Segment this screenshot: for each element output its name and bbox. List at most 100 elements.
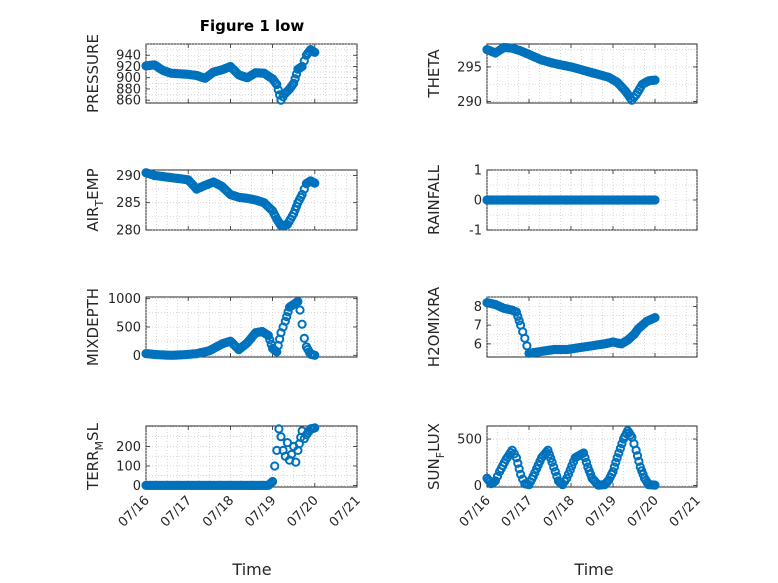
data-point [490, 476, 500, 486]
x-tick-label: 07/18 [200, 493, 237, 530]
data-point [581, 457, 592, 467]
y-axis-label-h2omixra: H2OMIXRA [425, 286, 443, 367]
y-tick-label: 900 [116, 71, 141, 86]
data-point [631, 445, 641, 455]
y-tick-label: 860 [116, 94, 141, 109]
x-tick-label: 07/17 [158, 493, 195, 530]
panel-h2omixra: 6 7 8 H2OMIXRA [425, 286, 698, 367]
data-point [295, 305, 305, 315]
data-point [310, 423, 320, 433]
y-tick-label: 8 [474, 300, 482, 315]
x-axis-label-right: Time [573, 560, 613, 579]
data-point [516, 469, 526, 479]
data-point [276, 432, 286, 442]
y-tick-label: 295 [457, 60, 482, 75]
data-point [547, 457, 557, 467]
data-point [310, 178, 320, 188]
y-tick-label: 500 [116, 321, 141, 336]
data-point [580, 453, 590, 463]
y-tick-label: 0 [474, 194, 482, 209]
panel-mixdepth: 0 500 1000 MIXDEPTH [84, 288, 358, 366]
x-tick-label: 07/20 [625, 493, 662, 530]
series-mixdepth [141, 296, 320, 360]
y-tick-label: 500 [457, 433, 482, 448]
data-point [650, 313, 660, 323]
y-tick-label: 880 [116, 82, 141, 97]
y-tick-label: 285 [116, 196, 141, 211]
data-point [549, 462, 559, 472]
x-tick-label: 07/20 [285, 493, 322, 530]
panel-theta: 290 295 THETA [425, 42, 698, 110]
data-point [612, 453, 622, 463]
data-point [310, 47, 320, 58]
y-axis-label-pressure: PRESSURE [84, 34, 102, 113]
y-tick-label: 920 [116, 60, 141, 75]
data-point [608, 467, 618, 477]
x-tick-label: 07/16 [457, 493, 494, 530]
y-tick-label: 290 [116, 169, 141, 184]
data-point [650, 480, 660, 490]
y-tick-label: 0 [133, 349, 141, 364]
y-tick-label: 1 [474, 164, 482, 179]
y-tick-label: 100 [116, 459, 141, 474]
data-point [632, 451, 643, 461]
data-point [293, 296, 303, 307]
x-tick-label: 07/19 [242, 493, 279, 530]
data-point [290, 74, 300, 84]
x-tick-label: 07/18 [541, 493, 578, 530]
data-point [272, 79, 282, 90]
data-point [270, 461, 280, 471]
data-point [282, 438, 292, 448]
data-point [514, 316, 524, 326]
data-point [265, 335, 275, 345]
data-point [291, 457, 301, 467]
y-axis-label-rainfall: RAINFALL [425, 164, 443, 235]
y-tick-label: 0 [474, 479, 482, 494]
panel-terr_msl: 0 100 200 07/16 07/17 07/18 07/19 07/20 07/21 TER… [84, 422, 364, 530]
y-axis-label-mixdepth: MIXDEPTH [84, 288, 102, 366]
series-pressure [141, 45, 320, 105]
data-point [550, 467, 560, 477]
data-point [280, 316, 290, 326]
data-point [511, 453, 522, 463]
x-tick-label: 07/17 [499, 493, 536, 530]
y-tick-label: 280 [116, 224, 141, 239]
y-axis-label-terr_msl: TERRMSL [84, 422, 106, 491]
y-tick-label: 200 [116, 440, 141, 455]
data-point [289, 78, 299, 88]
series-h2omixra [482, 298, 660, 358]
y-tick-label: 6 [474, 337, 482, 352]
data-point [287, 449, 297, 459]
x-tick-label: 07/19 [583, 493, 620, 530]
data-point [650, 75, 660, 85]
y-tick-label: 290 [457, 95, 482, 110]
data-point [514, 464, 524, 474]
data-point [511, 307, 522, 317]
figure-title: Figure 1 low [200, 17, 305, 35]
data-point [513, 311, 523, 321]
data-point [513, 458, 523, 468]
x-tick-label: 07/21 [327, 493, 364, 530]
y-tick-label: -1 [469, 224, 482, 239]
y-tick-label: 7 [474, 319, 482, 334]
x-tick-label: 07/21 [667, 493, 704, 530]
y-tick-label: 940 [116, 49, 141, 64]
data-point [310, 350, 320, 360]
series-theta [482, 42, 660, 105]
data-point [273, 85, 283, 95]
data-point [492, 471, 503, 481]
data-point [274, 424, 284, 434]
data-point [544, 449, 554, 459]
y-tick-label: 1000 [108, 292, 141, 307]
data-point [263, 330, 273, 341]
panel-air_temp: 280 285 290 AIRTEMP [84, 168, 358, 239]
data-point [282, 312, 292, 322]
data-point [579, 448, 589, 458]
x-tick-label: 07/16 [116, 493, 153, 530]
data-point [614, 448, 624, 458]
data-point [297, 319, 307, 329]
series-rainfall [482, 195, 660, 205]
y-axis-label-theta: THETA [425, 49, 443, 99]
y-tick-label: 0 [133, 479, 141, 494]
